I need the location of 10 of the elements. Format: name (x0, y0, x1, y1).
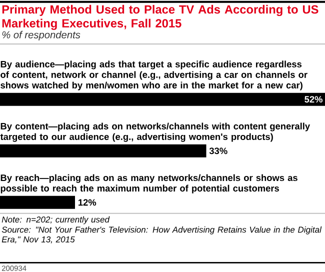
data-label: 52% (304, 96, 322, 103)
chart-subtitle: % of respondents (2, 30, 80, 40)
source-note: Source: "Not Your Father's Television: How Advertising Retains Value in the Digital Era," Nov 13, 2015 (2, 226, 322, 244)
y-tick-label: By content—placing ads on networks/channels with content generally targeted to our audience (e.g., advertising women's products) (0, 122, 310, 142)
text: Note: n=202; currently used (2, 216, 110, 224)
data-label: 33% (209, 148, 228, 154)
data-label: 12% (78, 199, 96, 206)
y-tick-label: By reach—placing ads on as many networks/channels or shows as possible to reach the maximum number of potential customers (0, 174, 298, 194)
chart-title: Primary Method Used to Place TV Ads According to US Marketing Executives, Fall 2015 (2, 4, 318, 30)
y-tick-label: By audience—placing ads that target a specific audience regardless of content, network or channel (e.g., advertising a car on channels or shows watched by men/women who are in the market for a new car) (0, 60, 308, 90)
